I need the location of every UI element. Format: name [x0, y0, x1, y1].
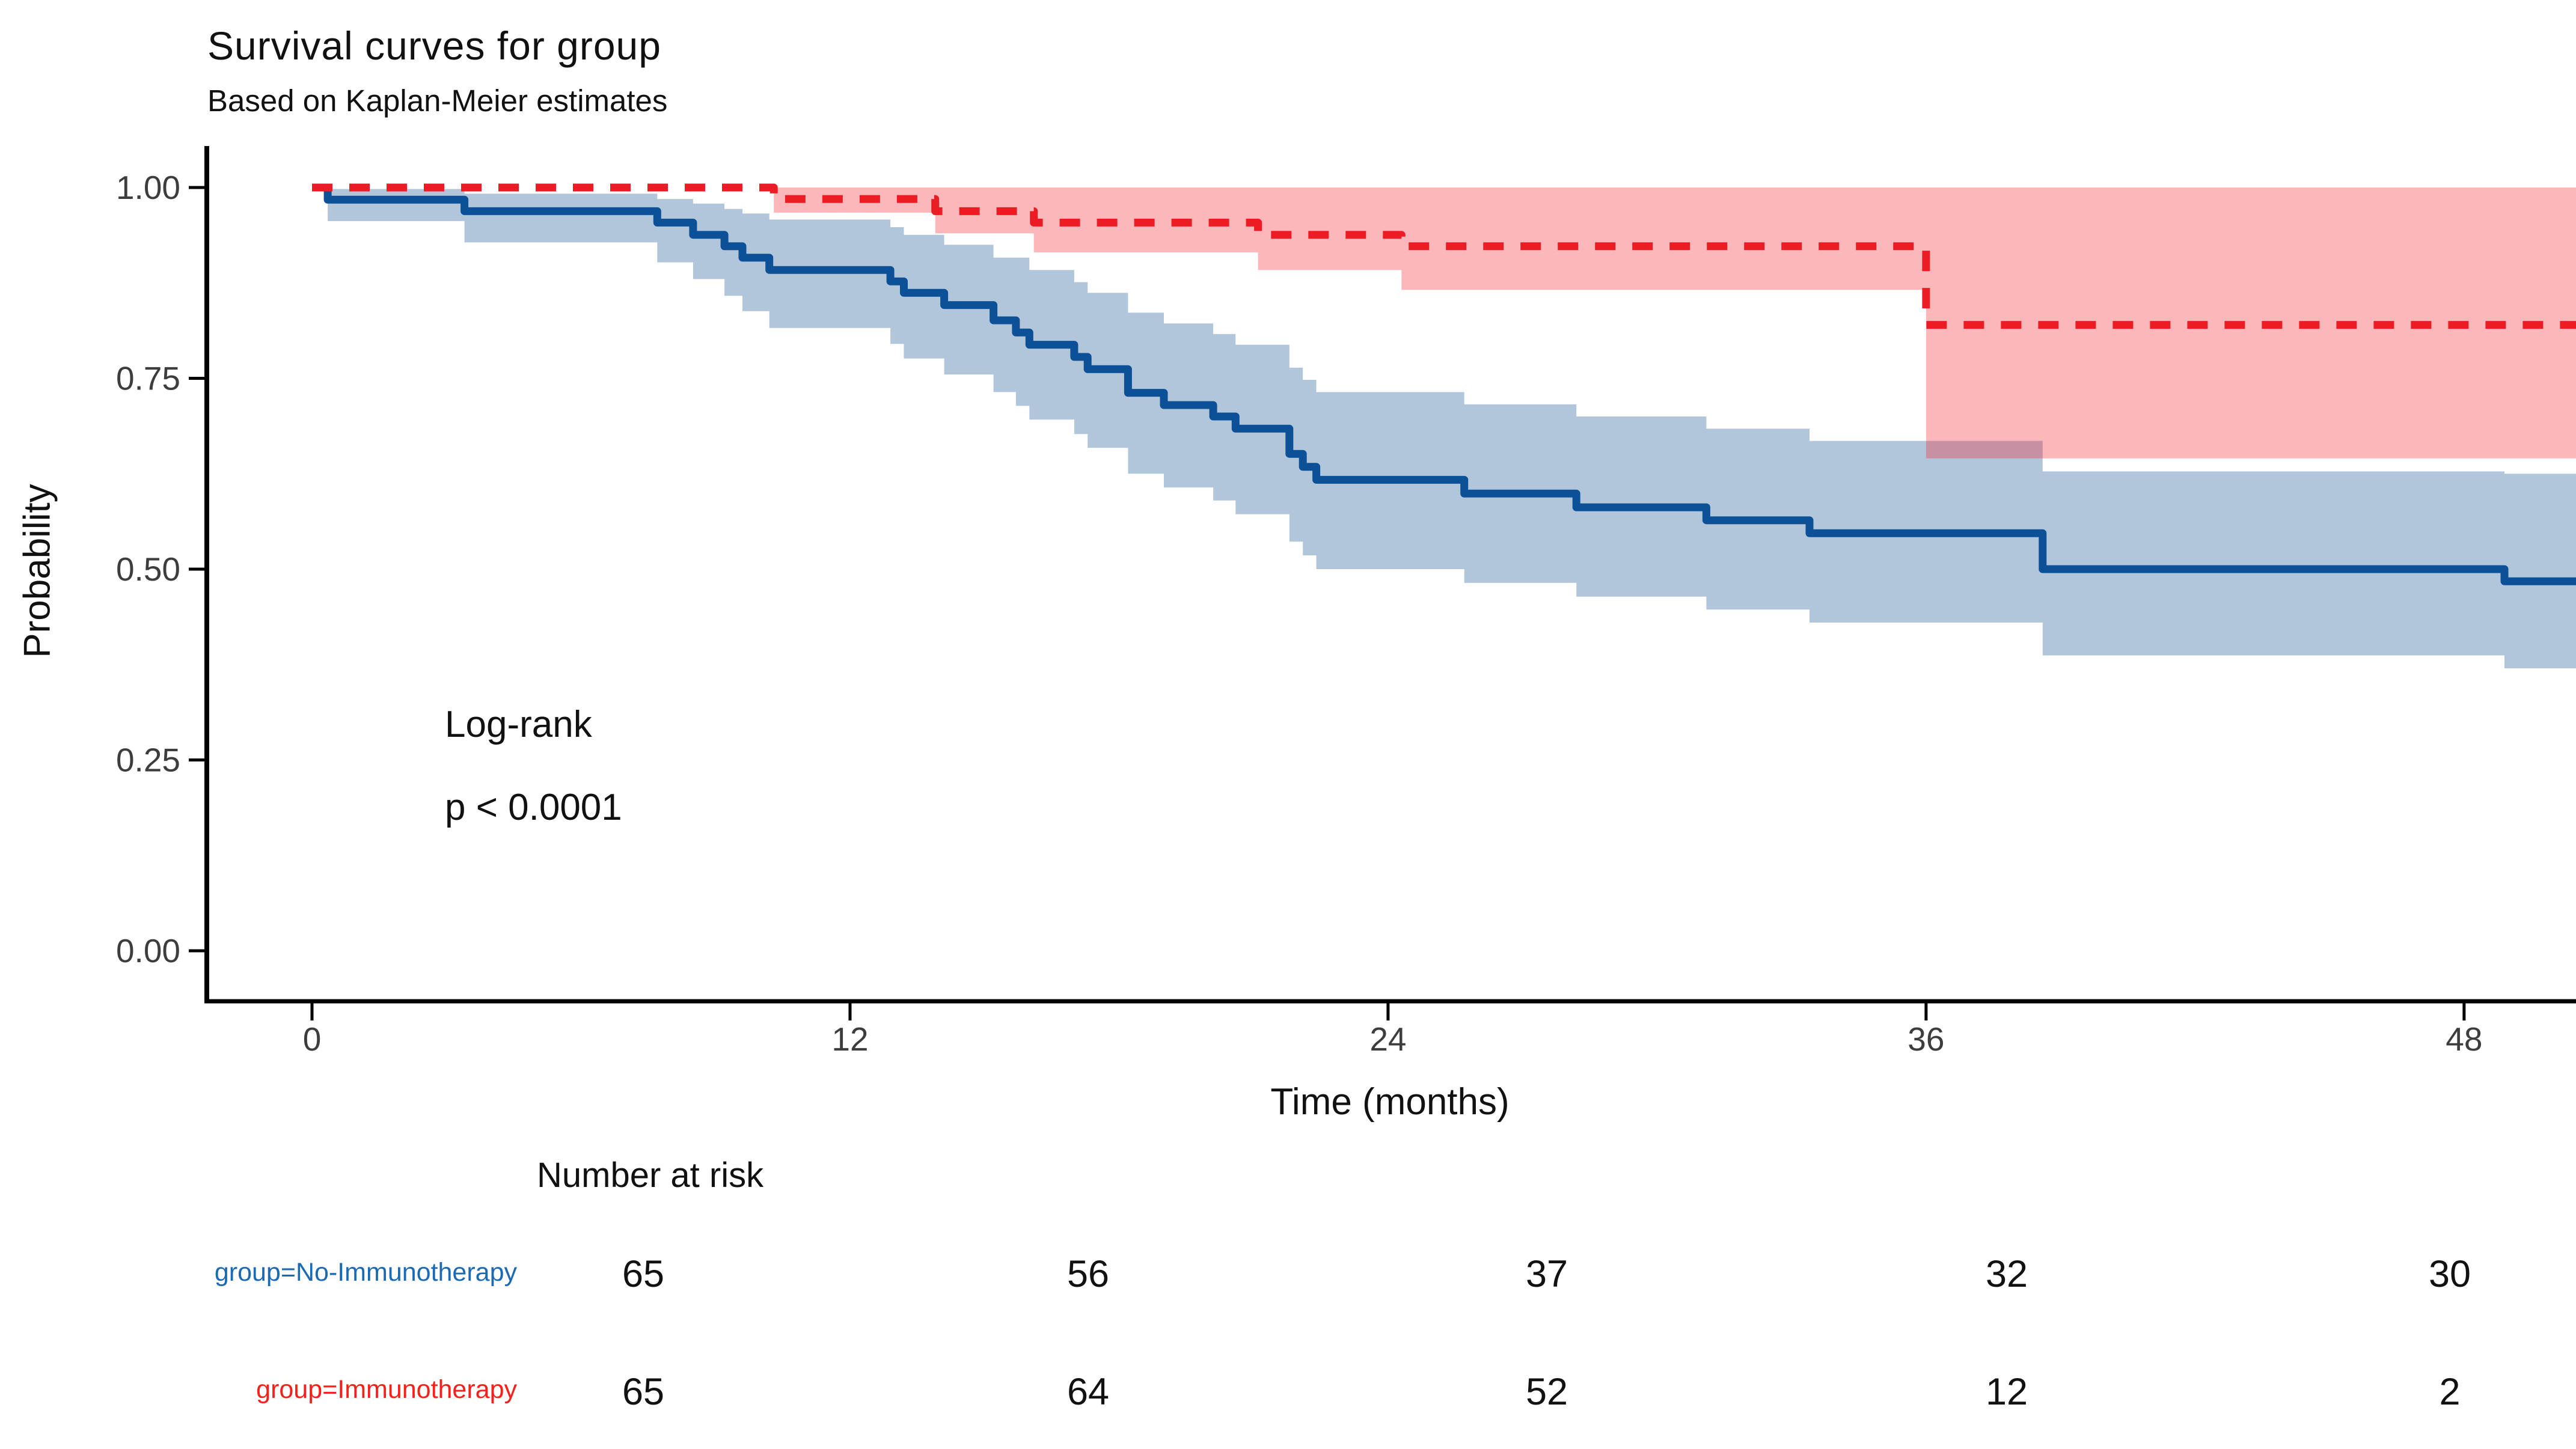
y-tick-label: 1.00	[116, 169, 180, 206]
risk-value: 12	[1985, 1371, 2028, 1413]
logrank-label: Log-rank	[445, 704, 592, 745]
risk-value: 56	[1066, 1253, 1110, 1295]
risk-value: 32	[1985, 1253, 2028, 1295]
x-tick-label: 0	[303, 1020, 322, 1058]
x-tick-label: 12	[831, 1020, 868, 1058]
logrank-annotation: Log-rank p < 0.0001	[445, 706, 622, 826]
x-tick-label: 36	[1908, 1020, 1944, 1058]
no-immunotherapy-confidence-band	[312, 188, 2576, 669]
risk-row-label-immunotherapy: group=Immunotherapy	[256, 1375, 517, 1404]
y-tick-label: 0.00	[116, 932, 180, 969]
immunotherapy-survival-curve	[312, 183, 2576, 329]
immunotherapy-confidence-band	[312, 188, 2576, 459]
risk-value: 65	[622, 1253, 665, 1295]
risk-value: 65	[622, 1371, 665, 1413]
y-tick-label: 0.50	[116, 551, 180, 588]
x-tick-label: 24	[1369, 1020, 1406, 1058]
risk-value: 64	[1066, 1371, 1110, 1413]
risk-table-header: Number at risk	[537, 1156, 764, 1195]
y-axis-title: Probability	[16, 484, 58, 658]
x-tick-label: 48	[2446, 1020, 2482, 1058]
y-tick-label: 0.75	[116, 360, 180, 397]
no-immunotherapy-survival-curve	[312, 183, 2576, 585]
risk-value: 37	[1525, 1253, 1568, 1295]
risk-value: 52	[1525, 1371, 1568, 1413]
y-tick-label: 0.25	[116, 742, 180, 779]
logrank-pvalue: p < 0.0001	[445, 787, 622, 828]
risk-row-label-no-immunotherapy: group=No-Immunotherapy	[214, 1258, 517, 1287]
x-axis-title: Time (months)	[1270, 1081, 1510, 1123]
risk-value: 2	[2439, 1371, 2461, 1413]
chart-title: Survival curves for group	[207, 23, 661, 68]
risk-value: 30	[2428, 1253, 2471, 1295]
chart-subtitle: Based on Kaplan-Meier estimates	[207, 84, 668, 118]
